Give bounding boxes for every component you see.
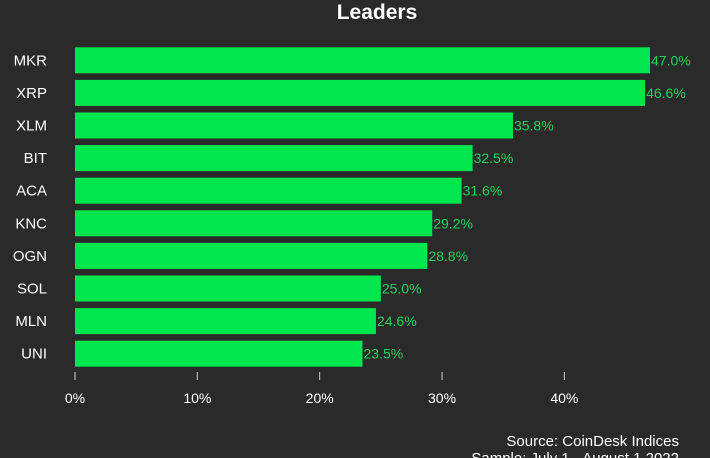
category-label-xrp: XRP (16, 85, 47, 102)
bar-xrp (75, 79, 646, 106)
value-label-mln: 24.6% (377, 313, 417, 329)
x-tick-label-20: 20% (306, 390, 334, 406)
category-label-aca: ACA (16, 183, 47, 200)
source-note: Source: CoinDesk Indices (506, 433, 679, 450)
bar-aca (75, 177, 462, 204)
bar-mkr (75, 47, 650, 74)
value-label-bit: 32.5% (474, 150, 514, 166)
x-tick-label-0: 0% (65, 390, 85, 406)
value-label-xlm: 35.8% (514, 118, 554, 134)
sample-note: Sample: July 1 - August 1 2022 (471, 450, 679, 458)
bar-uni (75, 340, 363, 367)
bar-ogn (75, 242, 428, 269)
value-label-sol: 25.0% (382, 281, 422, 297)
bar-mln (75, 308, 376, 335)
bars-layer: MKR 47.0% XRP 46.6% XLM 35.8% BIT 32.5% ACA 31.6%… (13, 47, 691, 367)
category-label-sol: SOL (17, 281, 47, 298)
category-label-knc: KNC (15, 215, 47, 232)
bar-xlm (75, 112, 513, 139)
chart-title: Leaders (337, 1, 418, 24)
x-axis-ticks: 0% 10% 20% 30% 40% (65, 372, 578, 406)
bar-bit (75, 145, 473, 172)
category-label-uni: UNI (21, 346, 47, 363)
x-tick-label-30: 30% (428, 390, 456, 406)
category-label-bit: BIT (24, 150, 47, 167)
category-label-mkr: MKR (14, 52, 48, 69)
bar-sol (75, 275, 381, 302)
category-label-mln: MLN (15, 313, 47, 330)
value-label-mkr: 47.0% (651, 52, 691, 68)
bar-knc (75, 210, 433, 237)
value-label-knc: 29.2% (433, 215, 473, 231)
x-tick-label-10: 10% (183, 390, 211, 406)
category-label-ogn: OGN (13, 248, 47, 265)
category-label-xlm: XLM (16, 118, 47, 135)
value-label-aca: 31.6% (463, 183, 503, 199)
value-label-xrp: 46.6% (646, 85, 686, 101)
x-tick-label-40: 40% (550, 390, 578, 406)
value-label-uni: 23.5% (364, 346, 404, 362)
value-label-ogn: 28.8% (428, 248, 468, 264)
